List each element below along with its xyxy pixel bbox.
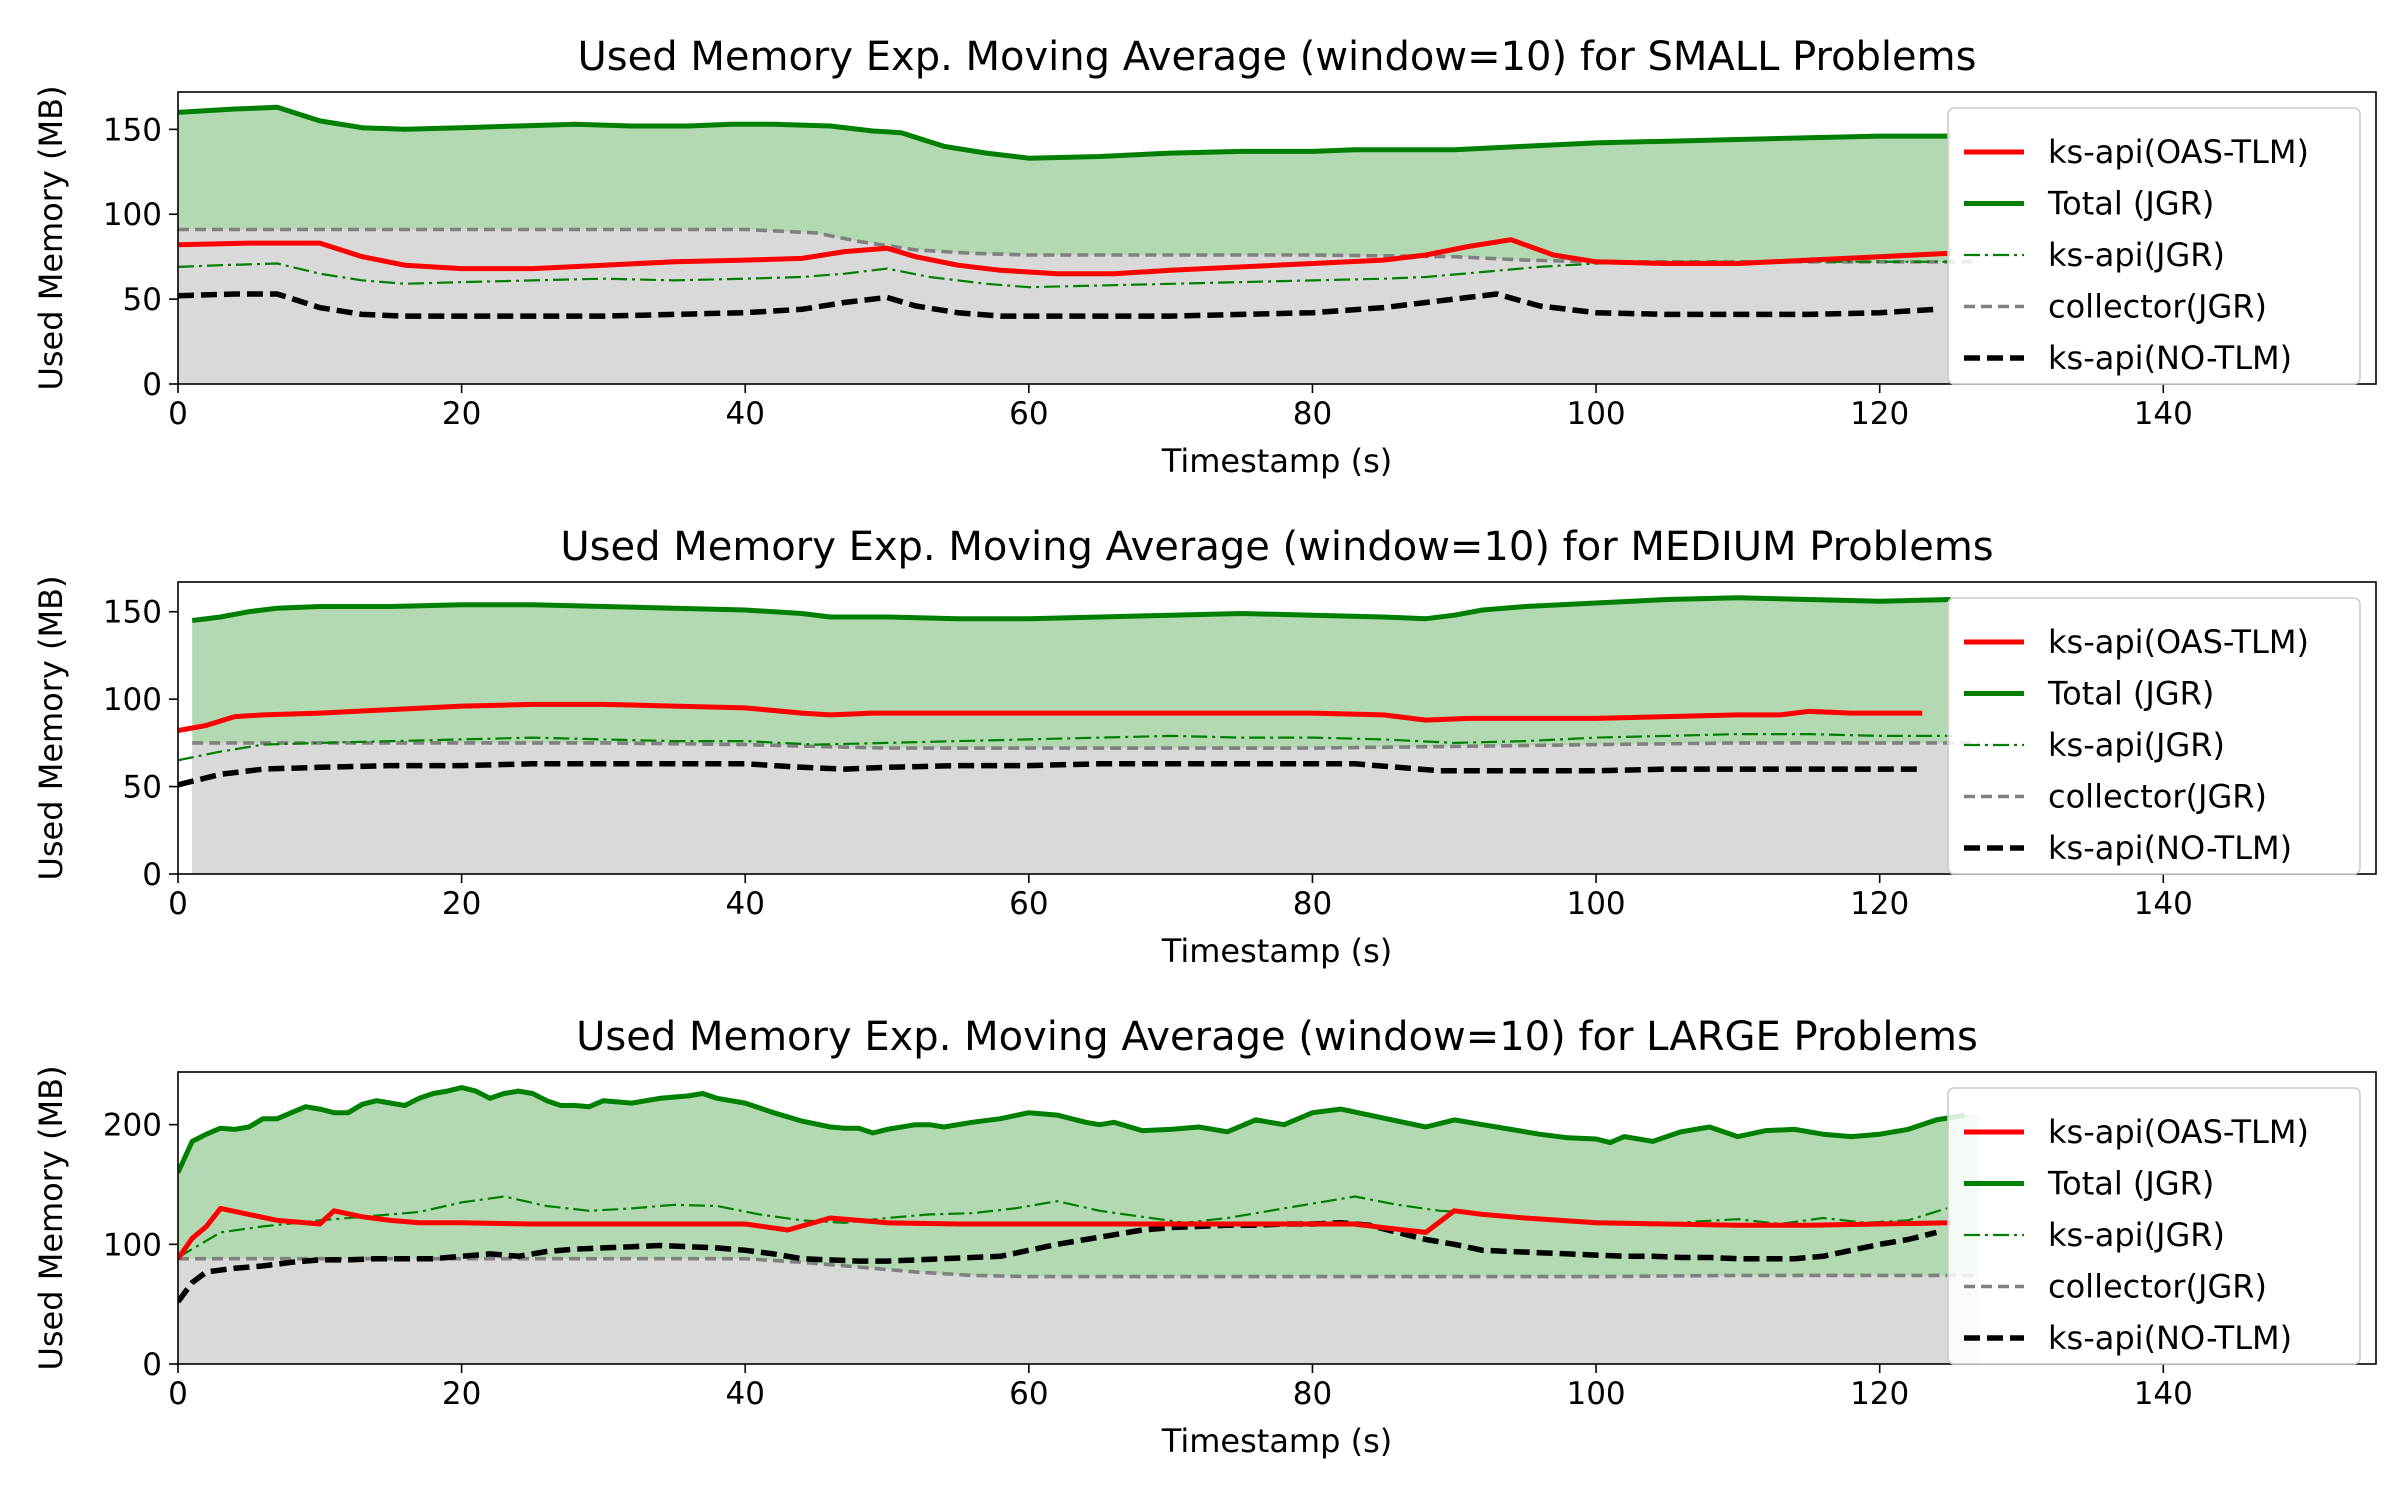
legend-label: ks-api(JGR) [2048, 236, 2225, 274]
x-tick-label: 40 [725, 886, 764, 922]
y-tick-label: 200 [103, 1108, 162, 1144]
y-tick-label: 0 [142, 857, 162, 893]
x-tick-label: 20 [442, 1376, 481, 1412]
chart-title: Used Memory Exp. Moving Average (window=… [560, 524, 1993, 570]
plot-area [178, 595, 1979, 874]
x-tick-label: 60 [1009, 396, 1048, 432]
x-tick-label: 0 [168, 886, 188, 922]
x-tick-label: 60 [1009, 886, 1048, 922]
chart-panel-3: 0 20 40 60 80 100 120 140 0 100 200 Used Memory Exp… [32, 1014, 2377, 1460]
x-axis-label: Timestamp (s) [1161, 1422, 1392, 1460]
x-tick-label: 100 [1566, 1376, 1625, 1412]
legend-label: ks-api(OAS-TLM) [2048, 1113, 2309, 1151]
x-tick-label: 0 [168, 396, 188, 432]
x-tick-label: 20 [442, 886, 481, 922]
x-tick-label: 140 [2134, 396, 2193, 432]
series-line-collector-jgr [178, 1256, 1979, 1279]
x-tick-label: 60 [1009, 1376, 1048, 1412]
y-tick-label: 50 [123, 770, 162, 806]
legend-box [1947, 1087, 2361, 1365]
chart-panel-1: 0 20 40 60 80 100 120 140 0 50 100 150 Used Memory E… [32, 34, 2377, 480]
series-line-ks-api-no-tlm [178, 291, 1937, 319]
series-line-collector-jgr [192, 741, 1979, 750]
base-area-fill [178, 1258, 1979, 1364]
x-tick-label: 120 [1850, 886, 1909, 922]
series-line-ks-api-no-tlm [178, 761, 1923, 788]
plot-area [178, 1085, 1979, 1364]
chart-title: Used Memory Exp. Moving Average (window=… [578, 34, 1977, 80]
legend-label: collector(JGR) [2048, 778, 2267, 816]
y-tick-label: 0 [142, 1347, 162, 1383]
legend: ks-api(OAS-TLM) Total (JGR) ks-api(JGR) col… [1947, 107, 2361, 385]
y-tick-label: 150 [103, 595, 162, 631]
legend-label: Total (JGR) [2047, 1165, 2214, 1203]
x-axis-label: Timestamp (s) [1161, 442, 1392, 480]
legend-label: collector(JGR) [2048, 1268, 2267, 1306]
x-axis-label: Timestamp (s) [1161, 932, 1392, 970]
x-tick-label: 100 [1566, 886, 1625, 922]
legend-label: ks-api(JGR) [2048, 1216, 2225, 1254]
series-line-ks-api-oas-tlm [178, 237, 1951, 277]
x-tick-label: 100 [1566, 396, 1625, 432]
series-line-total-jgr [178, 104, 1951, 161]
legend-label: ks-api(NO-TLM) [2048, 1319, 2292, 1357]
x-tick-label: 40 [725, 396, 764, 432]
y-tick-label: 50 [123, 282, 162, 318]
x-tick-label: 0 [168, 1376, 188, 1412]
legend-label: ks-api(OAS-TLM) [2048, 133, 2309, 171]
series-line-total-jgr [178, 1085, 1966, 1174]
legend-box [1947, 107, 2361, 385]
series-line-ks-api-no-tlm [178, 1220, 1938, 1304]
legend-label: ks-api(OAS-TLM) [2048, 623, 2309, 661]
legend: ks-api(OAS-TLM) Total (JGR) ks-api(JGR) col… [1947, 1087, 2361, 1365]
series-line-ks-api-oas-tlm [178, 701, 1923, 734]
x-tick-label: 140 [2134, 1376, 2193, 1412]
legend-label: ks-api(NO-TLM) [2048, 829, 2292, 867]
y-axis-label: Used Memory (MB) [32, 1065, 70, 1370]
base-area-fill [192, 742, 1951, 874]
chart-title: Used Memory Exp. Moving Average (window=… [576, 1014, 1978, 1060]
series-line-collector-jgr [178, 227, 1979, 264]
series-line-ks-api-jgr [178, 732, 1951, 762]
x-tick-label: 80 [1293, 1376, 1332, 1412]
chart-panel-2: 0 20 40 60 80 100 120 140 0 50 100 150 Used Memory E… [32, 524, 2377, 970]
x-tick-label: 120 [1850, 396, 1909, 432]
x-tick-label: 20 [442, 396, 481, 432]
x-tick-label: 80 [1293, 886, 1332, 922]
legend-label: ks-api(NO-TLM) [2048, 339, 2292, 377]
legend-label: ks-api(JGR) [2048, 726, 2225, 764]
series-line-total-jgr [191, 595, 1951, 623]
legend: ks-api(OAS-TLM) Total (JGR) ks-api(JGR) col… [1947, 597, 2361, 875]
axes-frame [177, 91, 2377, 385]
axes-frame [177, 581, 2377, 875]
axes-frame [177, 1071, 2377, 1365]
y-tick-label: 100 [103, 682, 162, 718]
legend-label: Total (JGR) [2047, 185, 2214, 223]
x-tick-label: 140 [2134, 886, 2193, 922]
y-tick-label: 100 [103, 197, 162, 233]
x-tick-label: 40 [725, 1376, 764, 1412]
series-line-ks-api-oas-tlm [178, 1205, 1951, 1261]
y-axis-label: Used Memory (MB) [32, 85, 70, 390]
legend-box [1947, 597, 2361, 875]
x-tick-label: 120 [1850, 1376, 1909, 1412]
legend-label: collector(JGR) [2048, 288, 2267, 326]
y-tick-label: 150 [103, 112, 162, 148]
x-tick-label: 80 [1293, 396, 1332, 432]
plot-area [178, 104, 1979, 384]
y-tick-label: 100 [103, 1227, 162, 1263]
legend-label: Total (JGR) [2047, 675, 2214, 713]
y-tick-label: 0 [142, 367, 162, 403]
y-axis-label: Used Memory (MB) [32, 575, 70, 880]
